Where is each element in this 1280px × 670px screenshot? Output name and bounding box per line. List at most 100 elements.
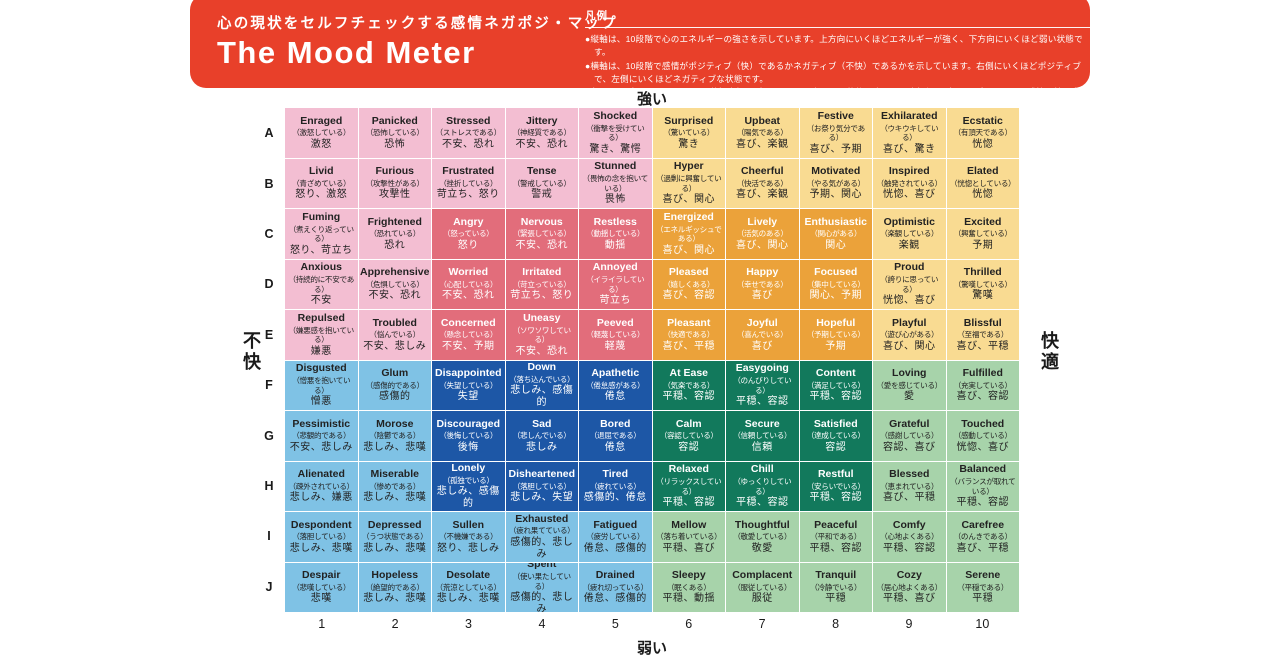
mood-cell-A8: Festive （お祭り気分である） 喜び、予期	[799, 108, 872, 158]
cell-english-label: Worried	[448, 266, 488, 279]
cell-plutchik-emotion: 恐怖	[384, 138, 406, 150]
cell-plutchik-emotion: 予期	[972, 239, 994, 251]
cell-japanese-description: （疲れ果てている）	[508, 526, 575, 536]
cell-plutchik-emotion: 激怒	[310, 138, 332, 150]
cell-japanese-description: （信頼している）	[733, 431, 792, 441]
mood-cell-C4: Nervous （緊張している） 不安、恐れ	[505, 209, 578, 259]
mood-cell-C1: Fuming （煮えくり返っている） 怒り、苛立ち	[285, 209, 358, 259]
cell-plutchik-emotion: 恍惚	[972, 138, 994, 150]
cell-japanese-description: （安らいでいる）	[806, 481, 865, 491]
mood-cell-E3: Concerned （懸念している） 不安、予期	[432, 310, 505, 360]
mood-cell-E9: Playful （遊び心がある） 喜び、関心	[873, 310, 946, 360]
mood-cell-J4: Spent （使い果たしている） 感傷的、悲しみ	[505, 562, 578, 612]
cell-english-label: Drained	[595, 569, 635, 582]
cell-plutchik-emotion: 平穏、容認	[883, 542, 936, 554]
cell-japanese-description: （畏怖の念を抱いている）	[582, 174, 649, 193]
cell-plutchik-emotion: 悲しみ、悲嘆	[363, 441, 427, 453]
mood-cell-J6: Sleepy （眠くある） 平穏、動揺	[652, 562, 725, 612]
cell-english-label: Grateful	[889, 417, 930, 430]
mood-cell-D4: Irritated （苛立っている） 苛立ち、怒り	[505, 259, 578, 309]
cell-japanese-description: （愛を感じている）	[876, 380, 943, 390]
cell-japanese-description: （バランスが取れている）	[950, 477, 1016, 496]
cell-plutchik-emotion: 喜び、平穏	[956, 542, 1009, 554]
cell-english-label: Carefree	[961, 518, 1005, 531]
mood-cell-G10: Touched （感動している） 恍惚、喜び	[946, 411, 1019, 461]
cell-plutchik-emotion: 喜び、容認	[956, 391, 1009, 403]
cell-plutchik-emotion: 喜び、驚き	[883, 143, 936, 155]
mood-cell-H5: Tired （疲れている） 感傷的、倦怠	[579, 461, 652, 511]
cell-japanese-description: （快活である）	[736, 178, 788, 188]
cell-plutchik-emotion: 容認、喜び	[883, 441, 936, 453]
mood-cell-H8: Restful （安らいでいる） 平穏、容認	[799, 461, 872, 511]
cell-plutchik-emotion: 恍惚、喜び	[883, 295, 936, 307]
col-label-8: 8	[832, 617, 840, 631]
cell-plutchik-emotion: 攻撃性	[379, 189, 411, 201]
cell-plutchik-emotion: 動揺	[604, 239, 626, 251]
cell-plutchik-emotion: 予期、関心	[809, 189, 862, 201]
cell-english-label: Fatigued	[593, 518, 638, 531]
cell-japanese-description: （過剰に興奮している）	[656, 174, 722, 193]
mood-cell-C2: Frightened （恐れている） 恐れ	[358, 209, 431, 259]
cell-english-label: Despondent	[290, 518, 352, 531]
cell-english-label: Mellow	[671, 518, 707, 531]
cell-plutchik-emotion: 失望	[457, 391, 479, 403]
cell-plutchik-emotion: 悲しみ、悲嘆	[289, 542, 353, 554]
mood-cell-G6: Calm （容認している） 容認	[652, 411, 725, 461]
mood-cell-D9: Proud （誇りに思っている） 恍惚、喜び	[873, 259, 946, 309]
cell-japanese-description: （悲しんでいる）	[512, 431, 571, 441]
col-label-3: 3	[465, 617, 472, 631]
cell-english-label: Bored	[600, 417, 631, 430]
cell-japanese-description: （動揺している）	[586, 229, 645, 239]
cell-japanese-description: （後悔している）	[439, 431, 498, 441]
legend-bullet-3: ●各マスの1行目はオリジナルの英語表記、2行目のカッコ内はその状態を表した日本語…	[585, 87, 1089, 111]
mood-cell-J10: Serene （平穏である） 平穏	[946, 562, 1019, 612]
cell-english-label: Apprehensive	[360, 266, 430, 279]
legend-panel: 凡例 ●縦軸は、10段階で心のエネルギーの強さを示しています。上方向にいくほどエ…	[585, 8, 1090, 113]
mood-cell-A1: Enraged （激怒している） 激怒	[285, 108, 358, 158]
cell-english-label: Stunned	[594, 160, 637, 173]
cell-japanese-description: （エネルギッシュである）	[655, 224, 722, 244]
row-label-F: F	[265, 378, 273, 393]
cell-japanese-description: （軽蔑している）	[586, 330, 645, 340]
cell-plutchik-emotion: 容認	[825, 441, 847, 453]
cell-japanese-description: （ソワソワしている）	[512, 325, 571, 345]
cell-japanese-description: （容認している）	[659, 431, 718, 441]
cell-english-label: Sullen	[452, 518, 484, 531]
col-labels: 1 2 3 4 5 6 7 8 9 10	[285, 617, 1019, 631]
cell-japanese-description: （嬉しくある）	[663, 279, 715, 289]
col-label-5: 5	[611, 617, 619, 631]
row-labels: A B C D E F G H I J	[260, 108, 278, 612]
cell-english-label: Hyper	[673, 160, 704, 173]
mood-cell-J9: Cozy （居心地よくある） 平穏、喜び	[873, 562, 946, 612]
cell-plutchik-emotion: 関心	[825, 239, 847, 251]
mood-cell-H3: Lonely （孤独でいる） 悲しみ、感傷的	[432, 461, 505, 511]
mood-cell-B5: Stunned （畏怖の念を抱いている） 畏怖	[579, 158, 652, 208]
mood-cell-J5: Drained （疲れ切っている） 倦怠、感傷的	[579, 562, 652, 612]
cell-english-label: Furious	[375, 165, 415, 178]
cell-english-label: Frightened	[367, 215, 422, 228]
cell-japanese-description: （有頂天である）	[953, 128, 1013, 138]
cell-english-label: Playful	[892, 316, 927, 329]
legend-bullet-2: ●横軸は、10段階で感情がポジティブ（快）であるかネガティブ（不快）であるかを示…	[585, 60, 1082, 84]
cell-japanese-description: （倦怠感がある）	[586, 380, 645, 390]
cell-japanese-description: （心地よくある）	[880, 532, 939, 542]
cell-english-label: Satisfied	[813, 417, 858, 430]
cell-english-label: Desolate	[446, 569, 491, 582]
cell-english-label: Spent	[527, 562, 557, 571]
cell-japanese-description: （触発されている）	[876, 178, 943, 188]
axis-label-pleasant: 快適	[1039, 331, 1059, 373]
mood-cell-A10: Ecstatic （有頂天である） 恍惚	[946, 108, 1019, 158]
cell-english-label: Optimistic	[883, 215, 935, 228]
cell-plutchik-emotion: 喜び、平穏	[883, 492, 936, 504]
cell-japanese-description: （失望している）	[439, 380, 498, 390]
cell-english-label: Disgusted	[295, 362, 347, 375]
row-label-A: A	[264, 126, 274, 141]
col-label-9: 9	[905, 617, 913, 631]
cell-english-label: Down	[527, 361, 557, 374]
cell-english-label: Restless	[593, 215, 637, 228]
cell-japanese-description: （心配している）	[439, 279, 498, 289]
mood-cell-E8: Hopeful （予期している） 予期	[799, 310, 872, 360]
cell-plutchik-emotion: 服従	[751, 593, 773, 605]
cell-japanese-description: （遊び心がある）	[880, 330, 939, 340]
cell-plutchik-emotion: 悲しみ	[526, 441, 558, 453]
